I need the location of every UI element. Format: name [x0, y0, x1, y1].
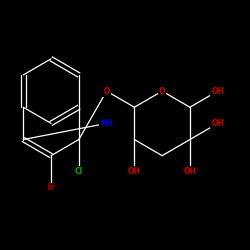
Text: OH: OH: [211, 86, 224, 96]
Text: Br: Br: [46, 184, 56, 192]
Text: OH: OH: [128, 167, 141, 176]
Text: O: O: [159, 86, 166, 96]
Text: OH: OH: [211, 119, 224, 128]
Text: Cl: Cl: [75, 167, 83, 176]
Text: O: O: [103, 86, 110, 96]
Text: NH: NH: [100, 119, 113, 128]
Text: OH: OH: [184, 167, 196, 176]
